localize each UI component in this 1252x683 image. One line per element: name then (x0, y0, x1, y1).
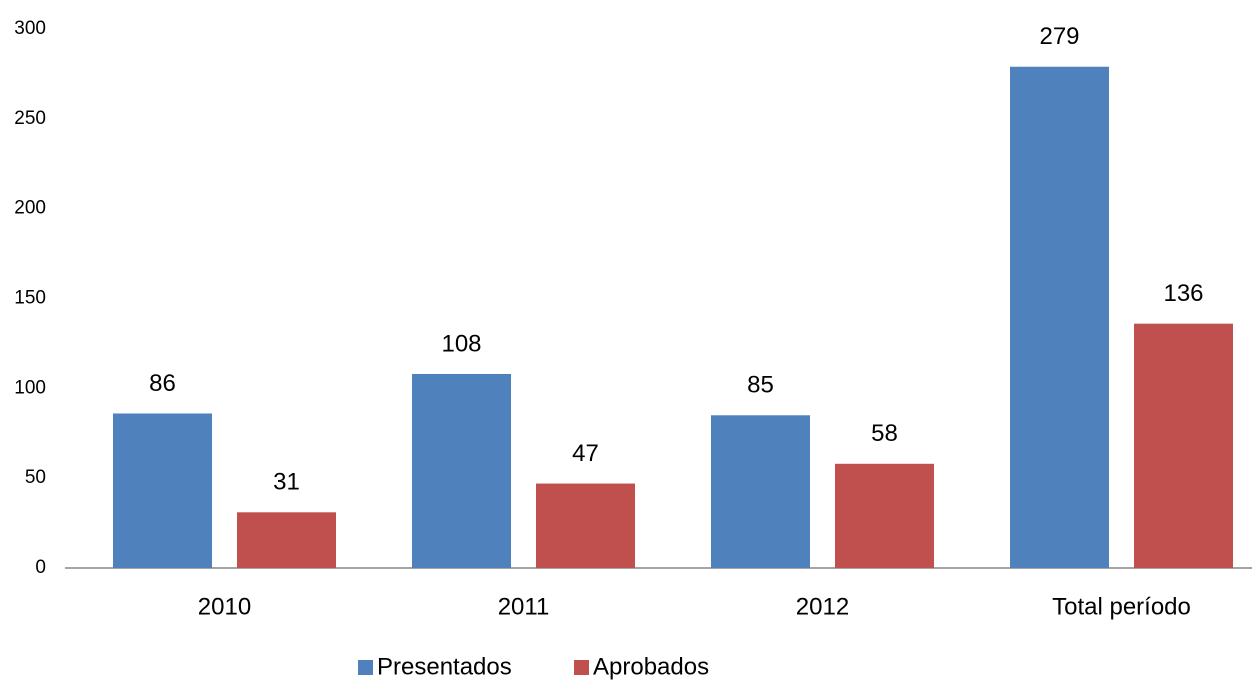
bar (711, 415, 810, 568)
legend-swatch (574, 660, 589, 675)
bar (113, 413, 212, 568)
y-tick-label: 150 (14, 288, 46, 309)
bar (536, 483, 635, 568)
y-tick-label: 200 (14, 198, 46, 219)
y-tick-label: 50 (25, 467, 46, 488)
data-label: 47 (572, 440, 599, 467)
y-tick-label: 100 (14, 377, 46, 398)
bar (237, 512, 336, 568)
y-tick-label: 250 (14, 108, 46, 129)
data-label: 86 (149, 370, 176, 397)
y-tick-label: 300 (14, 18, 46, 39)
legend-swatch (358, 660, 373, 675)
bar (835, 463, 934, 568)
data-label: 108 (441, 330, 481, 357)
data-label: 31 (273, 469, 300, 496)
legend-label: Presentados (377, 653, 512, 680)
bar (1134, 323, 1233, 568)
data-label: 58 (871, 420, 898, 447)
x-tick-label: 2010 (198, 593, 251, 620)
data-label: 85 (747, 372, 774, 399)
y-tick-label: 0 (35, 557, 46, 578)
x-tick-label: Total período (1052, 593, 1191, 620)
legend-label: Aprobados (593, 653, 709, 680)
bar (412, 373, 511, 568)
bar (1010, 66, 1109, 568)
data-label: 136 (1163, 280, 1203, 307)
x-tick-label: 2011 (498, 593, 550, 620)
x-tick-label: 2012 (796, 593, 849, 620)
data-label: 279 (1039, 23, 1079, 50)
